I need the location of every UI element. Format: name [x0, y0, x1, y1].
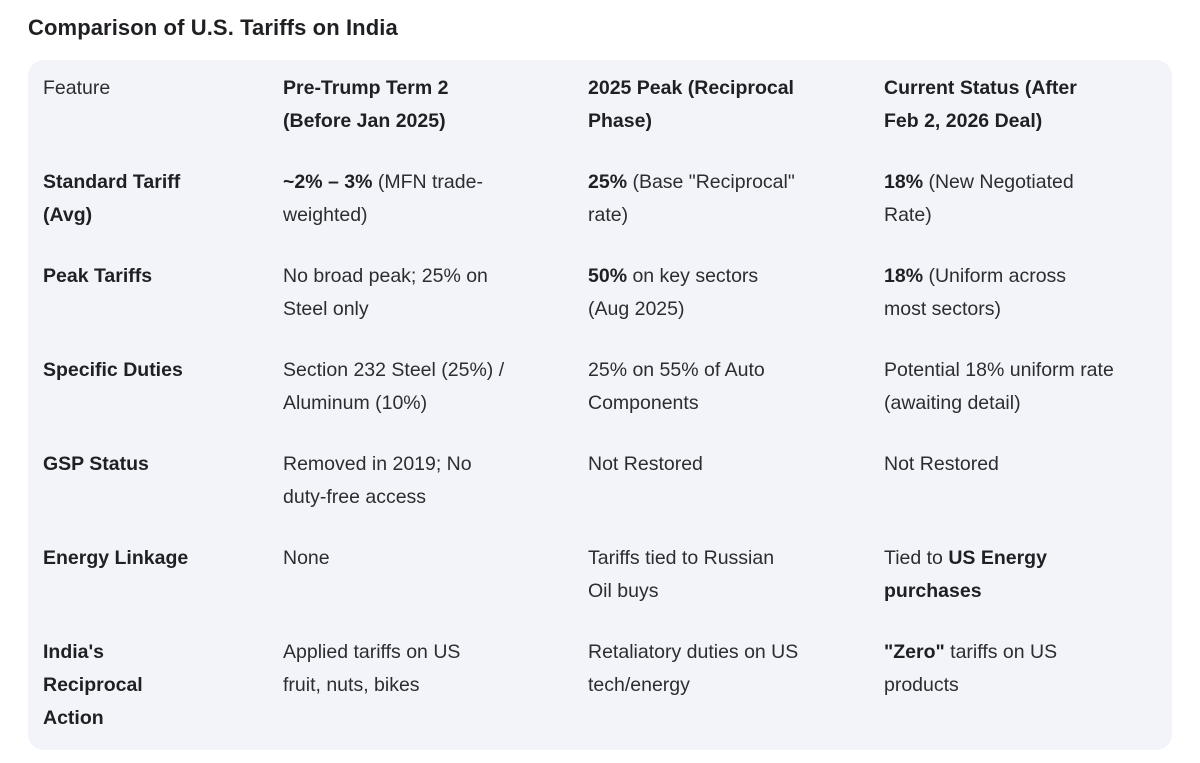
page: Comparison of U.S. Tariffs on India Feat… [0, 14, 1200, 750]
column-header-current-status: Current Status (After Feb 2, 2026 Deal) [884, 77, 1077, 132]
column-header-2025-peak: 2025 Peak (Reciprocal Phase) [588, 77, 794, 132]
text-segment: "Zero" [884, 641, 945, 663]
text-segment: Not Restored [884, 453, 999, 475]
value-cell: 18% (Uniform across most sectors) [884, 260, 1160, 354]
text-segment: Not Restored [588, 453, 703, 475]
text-segment: None [283, 547, 330, 569]
feature-cell: Peak Tariffs [43, 265, 153, 287]
text-segment: 18% [884, 265, 924, 287]
value-cell: Tariffs tied to Russian Oil buys [588, 542, 884, 636]
value-cell: Not Restored [884, 448, 1160, 542]
text-segment: (MFN trade- weighted) [283, 171, 483, 226]
text-segment: 25% on 55% of Auto Components [588, 359, 765, 414]
text-segment: (Base "Reciprocal" rate) [588, 171, 795, 226]
text-segment: 18% [884, 171, 924, 193]
text-segment: 50% [588, 265, 628, 287]
value-cell: 18% (New Negotiated Rate) [884, 166, 1160, 260]
page-title: Comparison of U.S. Tariffs on India [28, 15, 398, 40]
feature-cell: India's Reciprocal Action [43, 641, 143, 729]
value-cell: Applied tariffs on US fruit, nuts, bikes [283, 636, 588, 750]
tariff-table: Feature Pre-Trump Term 2 (Before Jan 202… [28, 60, 1172, 750]
text-segment: Retaliatory duties on US tech/energy [588, 641, 799, 696]
value-cell: Section 232 Steel (25%) / Aluminum (10%) [283, 354, 588, 448]
feature-cell: Standard Tariff (Avg) [43, 171, 181, 226]
value-cell: Potential 18% uniform rate (awaiting det… [884, 354, 1160, 448]
column-header-feature: Feature [43, 77, 111, 99]
text-segment: Section 232 Steel (25%) / Aluminum (10%) [283, 359, 505, 414]
value-cell: No broad peak; 25% on Steel only [283, 260, 588, 354]
column-header-pre-trump: Pre-Trump Term 2 (Before Jan 2025) [283, 77, 449, 132]
text-segment: Removed in 2019; No duty-free access [283, 453, 472, 508]
text-segment: tariffs on US products [884, 641, 1058, 696]
tariff-table-card: Feature Pre-Trump Term 2 (Before Jan 202… [28, 60, 1172, 750]
text-segment: Tariffs tied to Russian Oil buys [588, 547, 775, 602]
value-cell: Retaliatory duties on US tech/energy [588, 636, 884, 750]
value-cell: Removed in 2019; No duty-free access [283, 448, 588, 542]
text-segment: (Uniform across most sectors) [884, 265, 1067, 320]
value-cell: ~2% – 3% (MFN trade- weighted) [283, 166, 588, 260]
text-segment: ~2% – 3% [283, 171, 373, 193]
text-segment: (New Negotiated Rate) [884, 171, 1074, 226]
text-segment: Applied tariffs on US fruit, nuts, bikes [283, 641, 461, 696]
value-cell: 25% on 55% of Auto Components [588, 354, 884, 448]
text-segment: 25% [588, 171, 628, 193]
value-cell: 50% on key sectors (Aug 2025) [588, 260, 884, 354]
value-cell: Tied to US Energy purchases [884, 542, 1160, 636]
text-segment: on key sectors (Aug 2025) [588, 265, 759, 320]
value-cell: None [283, 542, 588, 636]
value-cell: "Zero" tariffs on US products [884, 636, 1160, 750]
text-segment: No broad peak; 25% on Steel only [283, 265, 488, 320]
feature-cell: Specific Duties [43, 359, 183, 381]
text-segment: Potential 18% uniform rate (awaiting det… [884, 359, 1114, 414]
value-cell: Not Restored [588, 448, 884, 542]
text-segment: Tied to [884, 547, 949, 569]
feature-cell: Energy Linkage [43, 547, 189, 569]
text-segment: US Energy purchases [884, 547, 1047, 602]
feature-cell: GSP Status [43, 453, 149, 475]
value-cell: 25% (Base "Reciprocal" rate) [588, 166, 884, 260]
